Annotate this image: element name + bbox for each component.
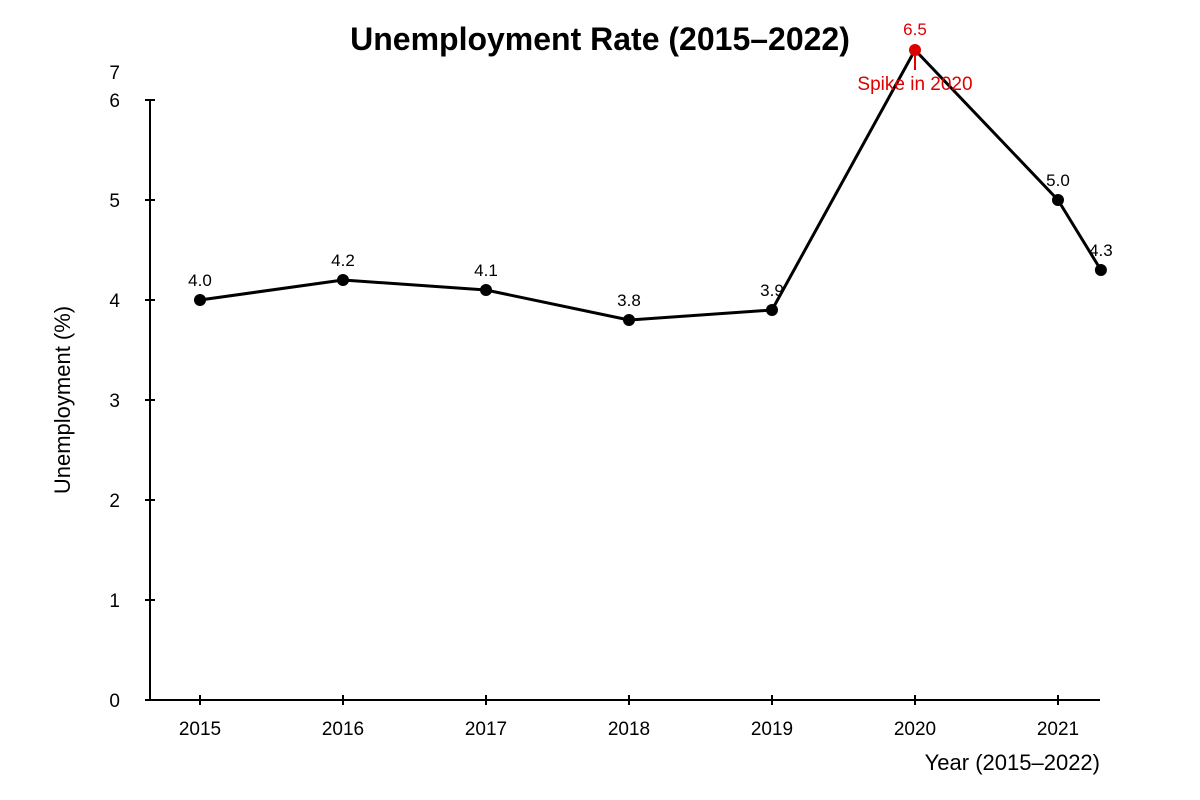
data-label: 4.1 <box>474 261 498 280</box>
data-point <box>1052 194 1064 206</box>
data-point <box>194 294 206 306</box>
data-point <box>337 274 349 286</box>
x-tick-label: 2015 <box>179 719 221 740</box>
x-axis-label: Year (2015–2022) <box>925 750 1100 775</box>
data-point <box>1094 264 1107 276</box>
data-label: 4.3 <box>1089 241 1113 260</box>
data-labels: 4.0 4.2 4.1 3.8 3.9 5.0 4.3 <box>188 171 1113 310</box>
chart-title: Unemployment Rate (2015–2022) <box>350 21 850 57</box>
data-point-highlight <box>909 44 921 56</box>
y-tick-label: 6 <box>109 91 120 112</box>
data-label: 3.9 <box>760 281 784 300</box>
highlight-value-label: 6.5 <box>903 20 927 39</box>
y-tick-label: 5 <box>109 191 120 212</box>
data-point <box>480 284 492 296</box>
y-axis-label: Unemployment (%) <box>50 306 75 494</box>
data-point <box>623 314 635 326</box>
series-line <box>199 48 1103 322</box>
data-label: 4.2 <box>331 251 355 270</box>
x-tick-label: 2019 <box>751 719 793 740</box>
data-label: 3.8 <box>617 291 641 310</box>
y-tick-label: 0 <box>109 691 120 712</box>
spike-annotation: 6.5 Spike in 2020 <box>857 20 972 95</box>
y-tick-label-extra: 7 <box>109 63 120 84</box>
data-point <box>766 304 778 316</box>
x-axis-ticks: 2015 2016 2017 2018 2019 2020 2021 <box>179 695 1079 740</box>
x-tick-label: 2018 <box>608 719 650 740</box>
data-label: 4.0 <box>188 271 212 290</box>
y-axis-ticks: 0 1 2 3 4 5 6 <box>109 91 155 712</box>
y-tick-label: 3 <box>109 391 120 412</box>
series-unemployment <box>194 44 1107 326</box>
y-tick-label: 1 <box>109 591 120 612</box>
y-tick-label: 4 <box>109 291 120 312</box>
annotation-text: Spike in 2020 <box>857 74 972 95</box>
x-tick-label: 2021 <box>1037 719 1079 740</box>
x-tick-label: 2016 <box>322 719 364 740</box>
y-tick-label: 2 <box>109 491 120 512</box>
x-tick-label: 2017 <box>465 719 507 740</box>
x-tick-label: 2020 <box>894 719 936 740</box>
data-label: 5.0 <box>1046 171 1070 190</box>
